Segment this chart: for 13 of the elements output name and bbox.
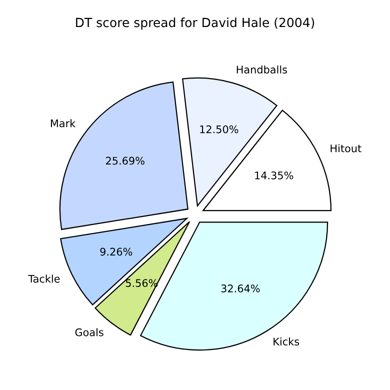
slice-label: Tackle: [28, 274, 60, 283]
slice-label: Handballs: [236, 65, 287, 74]
slice-label: Kicks: [274, 337, 300, 346]
data-label: 9.26%: [100, 248, 132, 256]
data-label: 25.69%: [106, 156, 144, 165]
data-label: 14.35%: [255, 171, 294, 180]
slice-label: Hitout: [330, 144, 362, 152]
data-label: 12.50%: [200, 125, 238, 134]
chart-title: DT score spread for David Hale (2004): [76, 18, 314, 30]
slice-label: Mark: [50, 119, 76, 128]
slice-label: Goals: [75, 328, 104, 336]
data-label: 5.56%: [126, 279, 158, 288]
data-label: 32.64%: [221, 284, 260, 292]
